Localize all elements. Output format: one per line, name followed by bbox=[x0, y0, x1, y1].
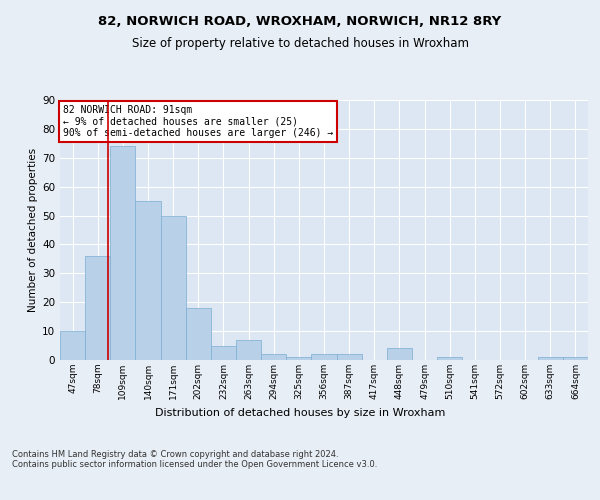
Bar bbox=[563, 357, 588, 360]
Text: 82 NORWICH ROAD: 91sqm
← 9% of detached houses are smaller (25)
90% of semi-deta: 82 NORWICH ROAD: 91sqm ← 9% of detached … bbox=[62, 105, 333, 138]
Bar bbox=[236, 340, 261, 360]
Bar bbox=[161, 216, 186, 360]
Bar bbox=[136, 201, 161, 360]
Bar bbox=[286, 357, 311, 360]
Bar bbox=[110, 146, 136, 360]
Bar bbox=[85, 256, 110, 360]
Y-axis label: Number of detached properties: Number of detached properties bbox=[28, 148, 38, 312]
Text: Size of property relative to detached houses in Wroxham: Size of property relative to detached ho… bbox=[131, 38, 469, 51]
Bar bbox=[186, 308, 211, 360]
Bar bbox=[437, 357, 462, 360]
Bar bbox=[337, 354, 362, 360]
Bar bbox=[211, 346, 236, 360]
Bar bbox=[261, 354, 286, 360]
Bar bbox=[311, 354, 337, 360]
Text: Distribution of detached houses by size in Wroxham: Distribution of detached houses by size … bbox=[155, 408, 445, 418]
Text: Contains HM Land Registry data © Crown copyright and database right 2024.
Contai: Contains HM Land Registry data © Crown c… bbox=[12, 450, 377, 469]
Text: 82, NORWICH ROAD, WROXHAM, NORWICH, NR12 8RY: 82, NORWICH ROAD, WROXHAM, NORWICH, NR12… bbox=[98, 15, 502, 28]
Bar bbox=[60, 331, 85, 360]
Bar bbox=[387, 348, 412, 360]
Bar bbox=[538, 357, 563, 360]
